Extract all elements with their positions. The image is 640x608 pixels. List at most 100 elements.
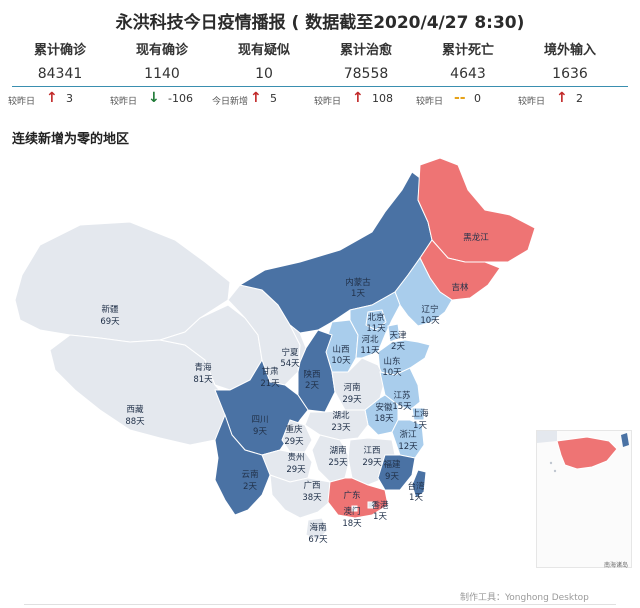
region-days: 1天 — [351, 289, 365, 299]
stat-value: 84341 — [37, 66, 83, 82]
stat-compare: 较昨日 ↑ 3 — [8, 90, 118, 108]
region-label: 四川 — [251, 415, 268, 425]
region-guangxi[interactable] — [269, 474, 333, 519]
section-title: 连续新增为零的地区 — [12, 132, 130, 147]
region-days: 10天 — [382, 368, 402, 378]
arrow-down-icon: ↓ — [148, 90, 160, 106]
region-label: 内蒙古 — [345, 277, 371, 288]
dash-icon: -- — [454, 90, 466, 106]
stat-value: 1140 — [144, 66, 180, 82]
region-label: 陕西 — [303, 369, 320, 380]
region-labels: 黑龙江 吉林 辽宁 10天 内蒙古 1天 北京 11天 天津 2天 河北 11天… — [100, 232, 489, 545]
region-days: 29天 — [286, 465, 306, 475]
page-title: 永洪科技今日疫情播报 ( 数据截至2020/4/27 8:30) — [115, 13, 525, 33]
stat-value: 4643 — [450, 66, 486, 82]
stat-imported: 境外输入 1636 较昨日 ↑ 2 — [518, 42, 618, 107]
region-label: 浙江 — [399, 429, 417, 440]
region-label: 香港 — [371, 500, 389, 511]
region-shaanxi[interactable] — [297, 329, 336, 413]
region-fujian[interactable] — [377, 454, 416, 491]
region-beijing[interactable] — [365, 309, 387, 331]
credit-text: 制作工具：Yonghong Desktop — [460, 593, 589, 603]
bottom-divider — [24, 604, 616, 605]
region-days: 18天 — [342, 519, 362, 529]
stats-bar: 累计确诊 84341 较昨日 ↑ 3 现有确诊 1140 较昨日 ↓ -106 … — [8, 42, 628, 112]
inset-dot — [549, 461, 553, 465]
region-label: 河南 — [343, 382, 360, 393]
region-days: 2天 — [391, 342, 405, 352]
region-label: 贵州 — [287, 452, 304, 463]
compare-label: 较昨日 — [518, 97, 546, 107]
region-label: 上海 — [411, 408, 429, 419]
region-label: 湖南 — [329, 445, 346, 456]
region-shanghai[interactable] — [411, 407, 425, 421]
stat-value: 10 — [255, 66, 273, 82]
stat-label: 累计死亡 — [441, 43, 494, 58]
south-china-sea-inset — [536, 430, 632, 568]
region-taiwan[interactable] — [411, 469, 427, 499]
region-label: 辽宁 — [421, 304, 438, 315]
region-label: 湖北 — [332, 411, 350, 421]
region-label: 吉林 — [451, 282, 469, 293]
south-china-sea-label: 南海诸岛 — [604, 562, 629, 569]
compare-value: 5 — [270, 92, 277, 105]
region-yunnan[interactable] — [214, 413, 271, 516]
region-label: 宁夏 — [281, 347, 299, 358]
region-days: 11天 — [366, 324, 386, 334]
stat-compare: 今日新增 ↑ 5 — [212, 90, 322, 108]
stat-label: 累计确诊 — [33, 43, 86, 58]
region-days: 25天 — [328, 458, 348, 468]
region-label: 天津 — [389, 330, 407, 341]
compare-label: 较昨日 — [110, 97, 138, 107]
region-days: 18天 — [374, 414, 394, 424]
stat-suspected: 现有疑似 10 今日新增 ↑ 5 — [212, 42, 312, 107]
region-hainan[interactable] — [305, 517, 329, 541]
region-heilongjiang[interactable] — [417, 157, 536, 263]
region-days: 9天 — [385, 472, 399, 482]
stat-total-deaths: 累计死亡 4643 较昨日 -- 0 — [416, 42, 516, 107]
compare-value: 0 — [474, 92, 481, 105]
region-liaoning[interactable] — [394, 257, 453, 327]
stat-compare: 较昨日 ↑ 2 — [518, 90, 628, 108]
region-label: 重庆 — [285, 424, 303, 435]
region-label: 福建 — [383, 459, 401, 470]
compare-value: 2 — [576, 92, 583, 105]
region-label: 河北 — [361, 334, 379, 345]
region-days: 1天 — [373, 512, 387, 522]
stat-compare: 较昨日 -- 0 — [416, 90, 526, 108]
compare-label: 较昨日 — [314, 97, 342, 107]
region-days: 9天 — [253, 427, 267, 437]
region-tianjin[interactable] — [387, 323, 401, 343]
region-label: 新疆 — [101, 304, 119, 315]
region-label: 广西 — [303, 480, 320, 491]
region-hongkong[interactable] — [367, 501, 375, 509]
region-days: 38天 — [302, 493, 322, 503]
region-label: 北京 — [367, 312, 384, 323]
region-days: 29天 — [342, 395, 362, 405]
region-label: 澳门 — [343, 506, 360, 517]
region-days: 15天 — [392, 402, 412, 412]
stat-value: 1636 — [552, 66, 588, 82]
arrow-up-icon: ↑ — [352, 90, 364, 106]
stat-label: 现有疑似 — [237, 43, 290, 58]
region-henan[interactable] — [331, 357, 386, 411]
stat-current-confirmed: 现有确诊 1140 较昨日 ↓ -106 — [110, 42, 210, 107]
region-days: 12天 — [398, 442, 418, 452]
region-label: 甘肃 — [261, 366, 279, 377]
region-days: 29天 — [362, 458, 382, 468]
region-days: 29天 — [284, 437, 304, 447]
region-days: 69天 — [100, 317, 120, 327]
region-label: 山东 — [383, 356, 400, 367]
region-days: 54天 — [280, 359, 300, 369]
stat-label: 累计治愈 — [339, 43, 392, 58]
region-hubei[interactable] — [304, 409, 369, 441]
region-label: 青海 — [194, 362, 212, 373]
compare-value: -106 — [168, 92, 193, 105]
inset-coast-2 — [537, 431, 557, 443]
compare-label: 较昨日 — [416, 97, 444, 107]
stat-total-confirmed: 累计确诊 84341 较昨日 ↑ 3 — [8, 42, 108, 107]
region-macau[interactable] — [351, 505, 358, 512]
region-days: 23天 — [331, 423, 351, 433]
region-label: 江西 — [363, 446, 380, 456]
region-days: 2天 — [243, 482, 257, 492]
